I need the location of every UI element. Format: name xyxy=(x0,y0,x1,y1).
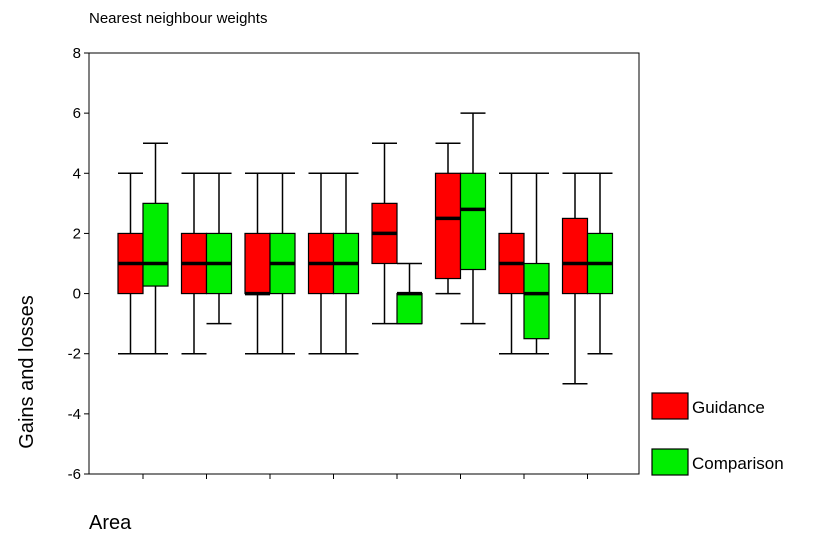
box-iqr xyxy=(434,172,462,280)
box-iqr xyxy=(459,172,487,271)
legend-label: Guidance xyxy=(692,398,765,417)
legend-item-comparison: Comparison xyxy=(651,448,784,476)
box-comparison-1 xyxy=(142,142,169,355)
box-comparison-4 xyxy=(332,172,360,355)
box-iqr xyxy=(244,232,271,295)
y-tick-label: -6 xyxy=(68,466,81,483)
box-guidance-1 xyxy=(117,172,144,355)
y-tick-label: 4 xyxy=(73,165,81,182)
box-comparison-3 xyxy=(269,172,296,355)
y-tick-label: -2 xyxy=(68,346,81,363)
y-tick-label: 2 xyxy=(73,225,81,242)
box-guidance-8 xyxy=(561,172,589,385)
box-comparison-6 xyxy=(459,112,487,325)
y-axis-label: Gains and losses xyxy=(16,295,38,448)
boxes-layer xyxy=(117,112,614,385)
y-tick-label: 6 xyxy=(73,105,81,122)
legend-swatch xyxy=(651,448,689,476)
y-tick-label: -4 xyxy=(68,406,81,423)
box-guidance-5 xyxy=(371,142,398,325)
chart-title: Nearest neighbour weights xyxy=(89,10,267,27)
box-iqr xyxy=(561,217,589,295)
legend-item-guidance: Guidance xyxy=(651,392,765,420)
box-comparison-8 xyxy=(586,172,614,355)
x-axis-label: Area xyxy=(89,512,132,534)
box-comparison-5 xyxy=(396,262,423,325)
legend-swatch xyxy=(651,392,689,420)
legend-label: Comparison xyxy=(692,454,784,473)
box-iqr xyxy=(142,202,169,287)
box-iqr xyxy=(523,262,550,340)
x-axis xyxy=(142,474,588,479)
box-iqr xyxy=(396,292,423,325)
box-guidance-4 xyxy=(307,172,335,355)
y-tick-label: 0 xyxy=(73,286,81,303)
box-guidance-3 xyxy=(244,172,271,355)
y-axis: -6 -4 -2 0 2 4 6 8 xyxy=(68,45,89,483)
box-comparison-7 xyxy=(523,172,550,355)
plot-area-frame xyxy=(88,52,640,475)
legend: Guidance Comparison xyxy=(651,392,784,476)
box-comparison-2 xyxy=(205,172,233,325)
box-guidance-2 xyxy=(180,172,208,355)
box-guidance-7 xyxy=(498,172,525,355)
y-tick-label: 8 xyxy=(73,45,81,62)
